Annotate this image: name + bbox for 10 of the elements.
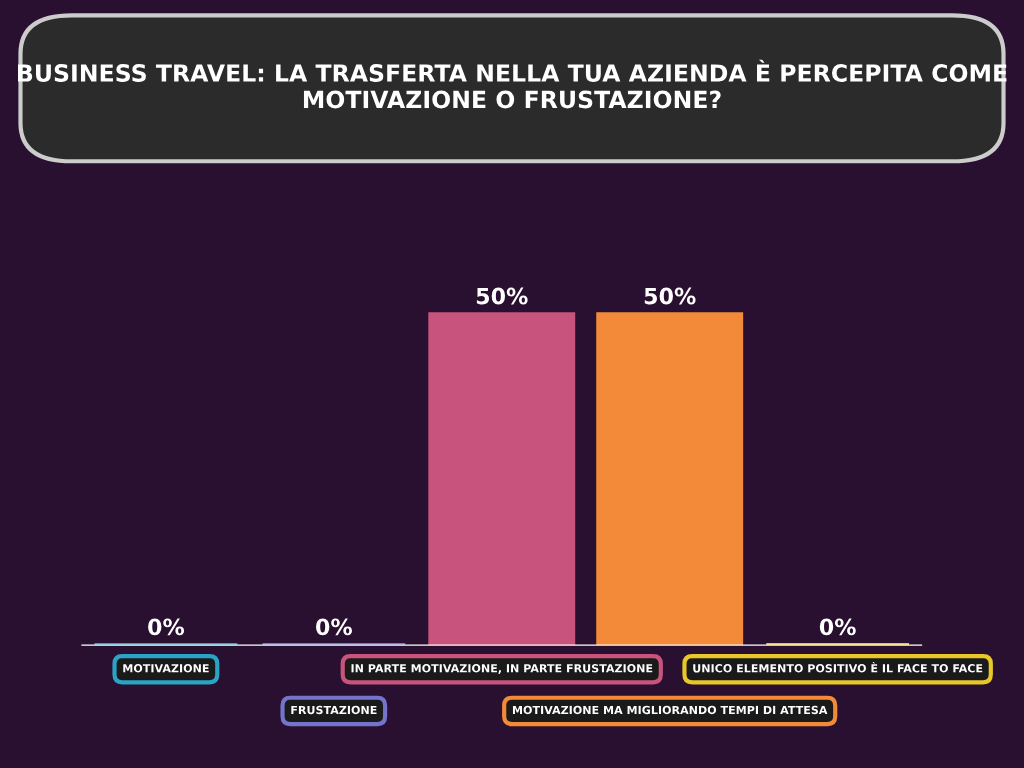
- x-tick-label: IN PARTE MOTIVAZIONE, IN PARTE FRUSTAZIONE: [351, 664, 653, 674]
- data-label: 0%: [316, 618, 352, 636]
- data-label: 50%: [476, 287, 528, 305]
- data-label: 0%: [148, 618, 185, 636]
- x-tick-label: MOTIVAZIONE MA MIGLIORANDO TEMPI DI ATTESA: [512, 705, 828, 715]
- x-tick-label: FRUSTAZIONE: [291, 705, 377, 715]
- data-label: 50%: [644, 287, 696, 305]
- data-label: 0%: [819, 618, 856, 636]
- x-tick-label: UNICO ELEMENTO POSITIVO È IL FACE TO FACE: [693, 662, 983, 673]
- x-tick-label: MOTIVAZIONE: [123, 664, 209, 673]
